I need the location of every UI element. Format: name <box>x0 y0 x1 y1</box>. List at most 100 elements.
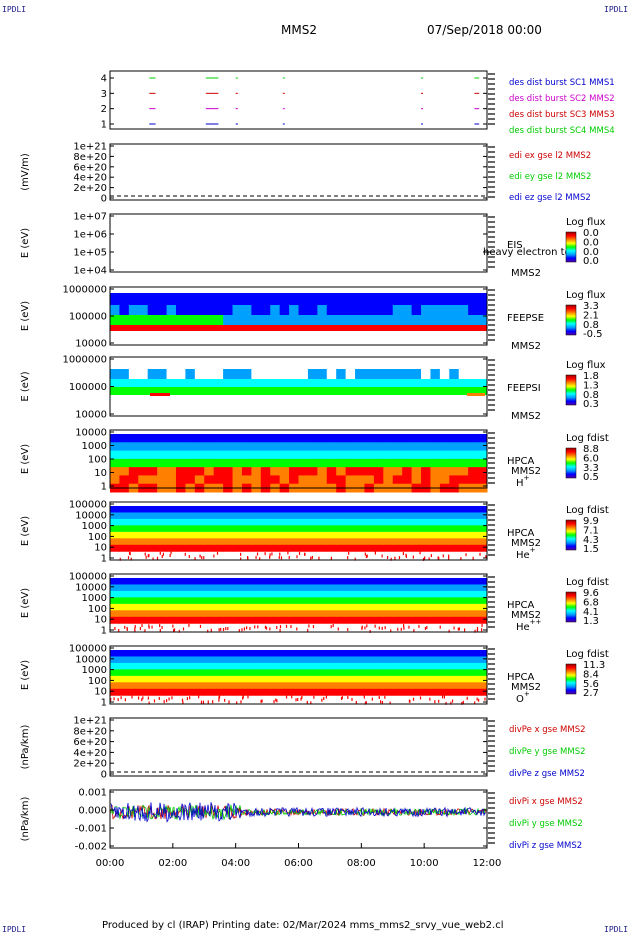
spectrogram-cell <box>157 442 168 452</box>
spectrogram-cell <box>411 682 422 690</box>
spectrogram-cell <box>175 590 186 598</box>
spectrogram-cell <box>260 650 271 657</box>
spectrogram-cell <box>307 518 318 526</box>
spectrogram-cell <box>384 626 386 630</box>
spectrogram-cell <box>474 629 476 633</box>
instrument-label: FEEPSE <box>507 313 544 324</box>
spectrogram-cell <box>119 616 130 624</box>
spectrogram-cell <box>421 669 431 677</box>
spectrogram-cell <box>166 656 177 664</box>
spectrogram-cell <box>279 305 290 315</box>
spectrogram-cell <box>128 475 139 485</box>
spectrogram-cell <box>411 475 422 485</box>
spectrogram-cell <box>468 525 479 533</box>
spectrogram-cell <box>157 531 168 539</box>
spectrogram-cell <box>119 650 130 657</box>
legend-entry: divPe y gse MMS2 <box>509 747 586 757</box>
spectrogram-cell <box>185 475 196 485</box>
spectrogram-cell <box>298 616 309 624</box>
spectrogram-cell <box>298 369 309 379</box>
spectrogram-cell <box>355 650 365 657</box>
spectrogram-cell <box>188 623 190 627</box>
spectrogram-cell <box>232 544 243 552</box>
spectrogram-cell <box>213 603 224 611</box>
spectrogram-cell <box>110 650 120 657</box>
spectrogram-cell <box>373 387 384 395</box>
spectrogram-cell <box>185 603 196 611</box>
spectrogram-cell <box>223 369 234 379</box>
spectrogram-cell <box>194 603 205 611</box>
spectrogram-cell <box>402 578 413 585</box>
spectrogram-cell <box>241 369 252 379</box>
spectrogram-cell <box>345 584 356 592</box>
spectrogram-cell <box>383 590 394 598</box>
spectrogram-cell <box>213 369 224 379</box>
spectrogram-cell <box>251 538 262 546</box>
y-tick-label: 10 <box>94 543 107 554</box>
spectrogram-cell <box>232 315 243 325</box>
spectrogram-cell <box>472 556 474 560</box>
spectrogram-cell <box>185 616 196 624</box>
spectrogram-cell <box>194 458 205 468</box>
spectrogram-cell <box>279 538 290 546</box>
spacecraft-label: MMS2 <box>511 341 541 352</box>
spectrogram-cell <box>326 650 337 657</box>
spectrogram-cell <box>110 506 120 513</box>
spectrogram-cell <box>355 656 365 664</box>
spectrogram-cell <box>448 557 450 561</box>
spectrogram-cell <box>157 434 168 443</box>
spectrogram-cell <box>270 315 281 325</box>
spectrogram-cell <box>402 518 413 526</box>
colorbar-tick: 0.8 <box>583 390 599 401</box>
spectrogram-cell <box>243 627 246 631</box>
colorbar-tick: 11.3 <box>583 660 605 671</box>
spacecraft-label: MMS2 <box>511 610 541 621</box>
spectrogram-cell <box>364 475 375 485</box>
spectrogram-cell <box>138 369 149 379</box>
spectrogram-cell <box>251 531 262 539</box>
spectrogram-cell <box>124 625 126 629</box>
spectrogram-cell <box>477 531 488 539</box>
spectrogram-cell <box>392 531 403 539</box>
spectrogram-cell <box>411 650 422 657</box>
spectrogram-cell <box>364 434 375 443</box>
spectrogram-cell <box>477 603 488 611</box>
spectrogram-cell <box>285 624 288 628</box>
spectrogram-cell <box>260 531 271 539</box>
spectrogram-cell <box>477 387 488 395</box>
spectrogram-cell <box>241 315 252 325</box>
spectrogram-cell <box>232 584 243 592</box>
spectrogram-cell <box>223 538 234 546</box>
spectrogram-cell <box>477 293 488 305</box>
spectrogram-cell <box>289 656 299 664</box>
spectrogram-cell <box>232 590 243 598</box>
spectrogram-cell <box>477 458 488 468</box>
spectrogram-cell <box>307 458 318 468</box>
spectrogram-cell <box>421 467 431 476</box>
spectrogram-cell <box>411 603 422 611</box>
spectrogram-cell <box>138 525 149 533</box>
spectrogram-cell <box>194 434 205 443</box>
spectrogram-cell <box>119 475 130 485</box>
panel-frame <box>109 717 488 777</box>
spectrogram-cell <box>251 650 262 657</box>
y-tick-label: 4e+20 <box>73 173 107 184</box>
spectrogram-cell <box>430 475 441 485</box>
spectrogram-cell <box>138 544 149 552</box>
spectrogram-cell <box>110 590 120 598</box>
spectrogram-cell <box>110 578 120 585</box>
spectrogram-cell <box>153 699 156 703</box>
spectrogram-cell <box>307 531 318 539</box>
spectrogram-cell <box>355 662 365 670</box>
spectrogram-cell <box>147 656 158 664</box>
spectrogram-cell <box>458 669 469 677</box>
spectrogram-cell <box>364 305 375 315</box>
spectrogram-cell <box>213 379 224 387</box>
spectrogram-cell <box>383 584 394 592</box>
y-axis-label: (nPa/km) <box>20 797 31 842</box>
spectrogram-cell <box>307 584 318 592</box>
spectrogram-cell <box>364 650 375 657</box>
spectrogram-cell <box>443 695 446 699</box>
spectrogram-cell <box>162 552 165 556</box>
spectrogram-cell <box>119 512 130 520</box>
